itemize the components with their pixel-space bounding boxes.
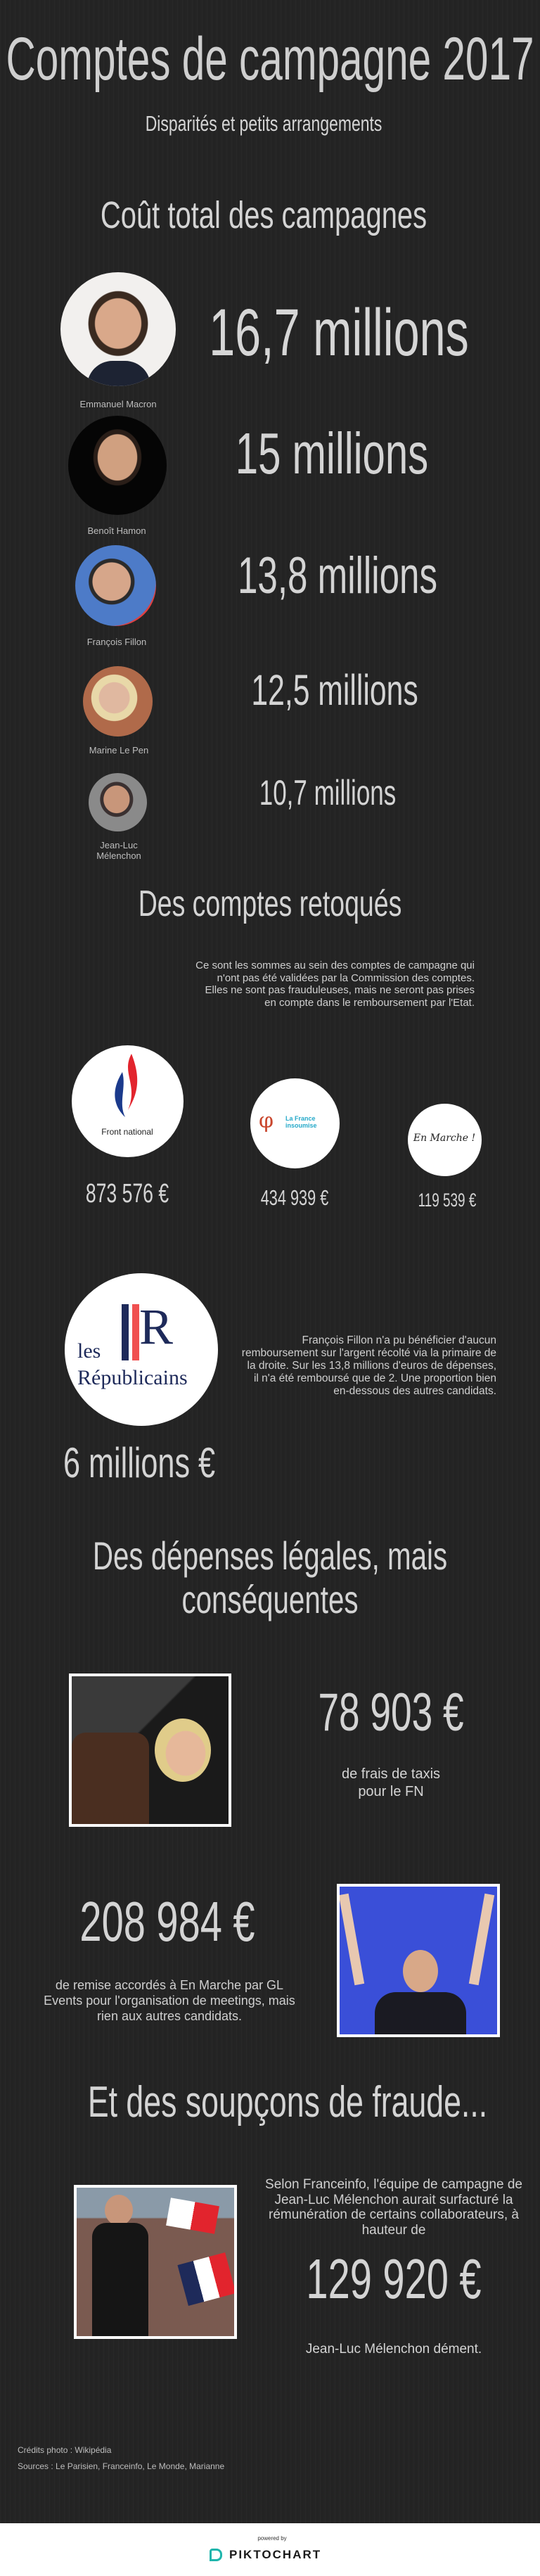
- costs-heading: Coût total des campagnes: [100, 194, 428, 236]
- fraud-denial: Jean-Luc Mélenchon dément.: [305, 2342, 482, 2357]
- taxi-text-line1: de frais de taxis: [341, 1766, 441, 1782]
- macron-portrait: [60, 272, 176, 386]
- hamon-portrait: [68, 416, 167, 515]
- les-republicains-logo: R les Républicains: [65, 1273, 218, 1426]
- taxi-amount: 78 903 €: [318, 1683, 464, 1742]
- piktochart-logo-icon: [210, 2549, 222, 2561]
- candidate-amount: 13,8 millions: [237, 547, 438, 604]
- le-pen-photo: [69, 1673, 231, 1827]
- piktochart-link[interactable]: PIKTOCHART: [229, 2548, 322, 2561]
- legal-heading-line1: Des dépenses légales, mais: [92, 1534, 448, 1578]
- candidate-name: Emmanuel Macron: [79, 399, 157, 409]
- legal-heading-line2: conséquentes: [181, 1577, 359, 1621]
- r-letter-icon: R: [139, 1299, 174, 1355]
- candidate-name: François Fillon: [86, 637, 147, 647]
- candidate-name: Benoît Hamon: [87, 525, 146, 536]
- macron-photo: [337, 1884, 500, 2037]
- fraud-amount: 129 920 €: [306, 2247, 482, 2310]
- photo-credits: Crédits photo : Wikipédia: [18, 2445, 112, 2455]
- candidate-name: Jean-Luc Mélenchon: [96, 840, 141, 861]
- fraud-text: Selon Franceinfo, l'équipe de campagne d…: [265, 2177, 522, 2238]
- fillon-explanation: François Fillon n'a pu bénéficier d'aucu…: [241, 1334, 496, 1397]
- candidate-name: Marine Le Pen: [89, 745, 149, 755]
- sources: Sources : Le Parisien, Franceinfo, Le Mo…: [18, 2461, 225, 2471]
- page-title: Comptes de campagne 2017: [6, 25, 534, 93]
- melenchon-photo: [74, 2185, 237, 2339]
- party-amount: 873 576 €: [85, 1179, 169, 1209]
- taxi-text-line2: pour le FN: [358, 1784, 424, 1799]
- powered-by: powered by: [257, 2535, 287, 2542]
- flame-icon: [115, 1054, 138, 1117]
- lr-amount: 6 millions €: [63, 1439, 216, 1486]
- phi-icon: φ: [259, 1109, 274, 1133]
- melenchon-portrait: [89, 773, 147, 831]
- discount-text: de remise accordés à En Marche par GL Ev…: [44, 1978, 295, 2023]
- candidate-amount: 10,7 millions: [259, 773, 397, 812]
- rejected-heading: Des comptes retoqués: [138, 884, 402, 924]
- france-insoumise-logo: φ La France insoumise: [250, 1078, 340, 1168]
- candidate-amount: 12,5 millions: [251, 666, 418, 714]
- le-pen-portrait: [83, 666, 153, 737]
- fraud-heading: Et des soupçons de fraude...: [87, 2078, 488, 2127]
- rejected-intro: Ce sont les sommes au sein des comptes d…: [195, 959, 475, 1009]
- candidate-amount: 15 millions: [235, 421, 429, 486]
- en-marche-logo: En Marche !: [408, 1104, 482, 1176]
- page-subtitle: Disparités et petits arrangements: [145, 111, 382, 136]
- discount-amount: 208 984 €: [79, 1890, 255, 1953]
- footer: powered by PIKTOCHART: [0, 2523, 540, 2576]
- party-amount: 119 539 €: [418, 1190, 477, 1211]
- fillon-portrait: [75, 545, 156, 626]
- party-amount: 434 939 €: [260, 1185, 329, 1210]
- front-national-logo: Front national: [72, 1045, 184, 1157]
- candidate-amount: 16,7 millions: [209, 295, 469, 370]
